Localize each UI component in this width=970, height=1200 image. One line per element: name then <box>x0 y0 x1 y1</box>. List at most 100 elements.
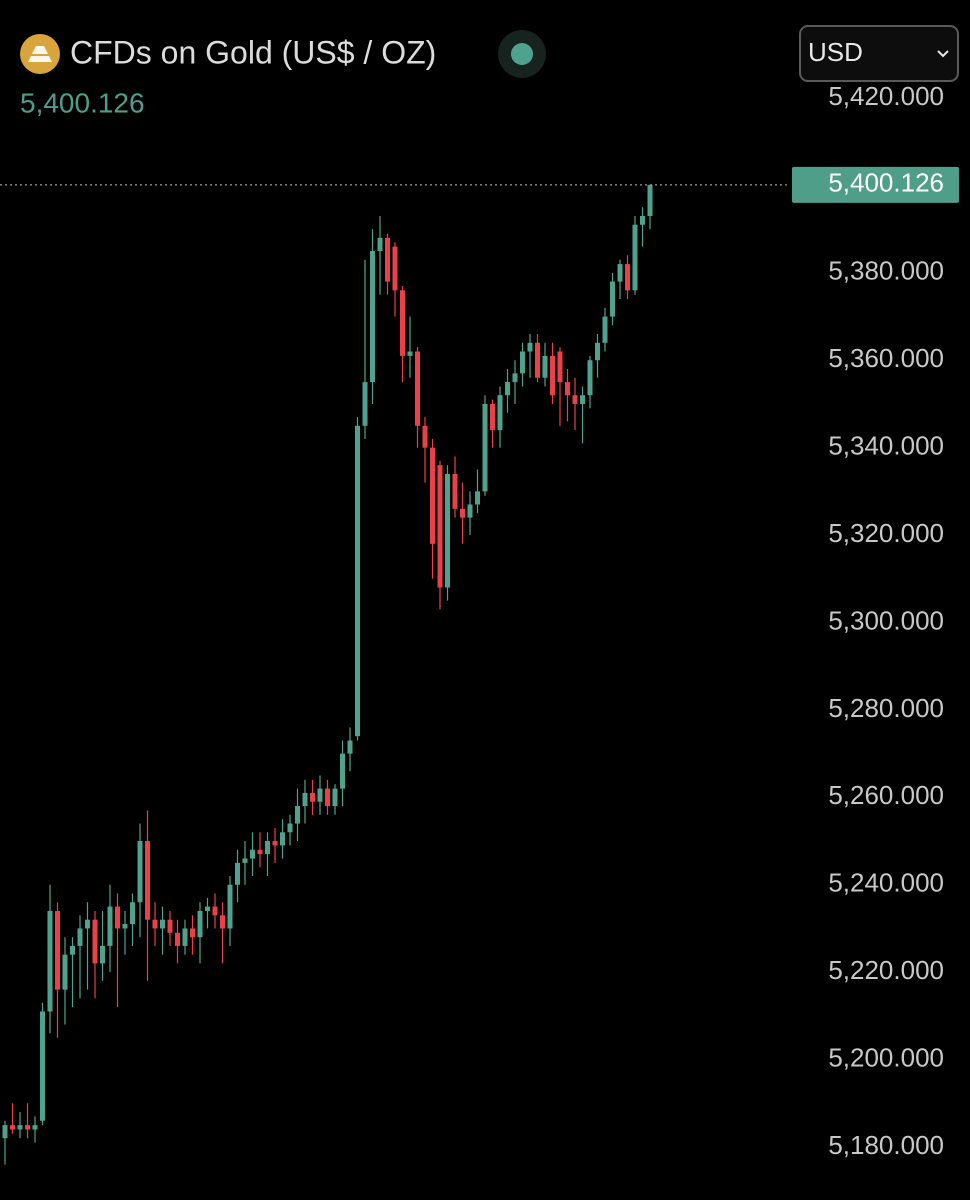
candle-body <box>535 342 540 378</box>
candle-body <box>617 264 623 282</box>
candle-body <box>137 841 143 903</box>
candle-body <box>370 250 375 383</box>
candle-body <box>385 237 390 282</box>
candle-body <box>287 823 293 833</box>
candle-body <box>160 919 165 929</box>
candle-body <box>235 862 240 885</box>
y-tick-label: 5,220.000 <box>828 955 944 985</box>
candle-body <box>265 841 270 855</box>
candle-body <box>250 849 255 859</box>
candle-body <box>377 237 383 251</box>
candle-body <box>92 919 98 964</box>
candle-body <box>460 508 465 518</box>
y-tick-label: 5,340.000 <box>828 431 944 461</box>
candle-body <box>505 382 510 396</box>
candle-body <box>490 403 495 431</box>
candle-body <box>557 351 563 383</box>
y-tick-label: 5,180.000 <box>828 1130 944 1160</box>
candle-body <box>17 1125 23 1130</box>
candle-body <box>415 351 420 426</box>
candle-body <box>632 224 638 291</box>
candle-body <box>227 884 233 929</box>
candle-body <box>512 373 518 383</box>
y-tick-label: 5,280.000 <box>828 693 944 723</box>
candle-body <box>355 425 360 737</box>
candle-body <box>182 928 188 946</box>
candle-body <box>100 945 105 964</box>
dropdown-box[interactable] <box>799 25 959 82</box>
candle-body <box>317 788 323 802</box>
candle-body <box>55 910 60 990</box>
candle-body <box>572 395 578 404</box>
candle-body <box>25 1125 30 1130</box>
candle-body <box>70 945 75 955</box>
candle-body <box>362 382 368 426</box>
candle-body <box>190 928 195 938</box>
candle-body <box>302 792 308 807</box>
candle-body <box>212 906 218 916</box>
candle-body <box>197 910 203 938</box>
candle-body <box>520 351 525 374</box>
candle-body <box>467 504 473 518</box>
candle-body <box>595 342 600 361</box>
plot-area: 5,180.000 5,200.000 5,220.000 5,240.000 5,26… <box>0 81 959 1165</box>
candle-body <box>602 316 608 343</box>
candle-body <box>257 849 263 855</box>
y-tick-label: 5,200.000 <box>828 1042 944 1072</box>
y-tick-label: 5,360.000 <box>828 343 944 373</box>
candle-body <box>332 788 338 807</box>
candle-body <box>400 290 405 356</box>
candle-body <box>647 184 653 217</box>
candle-body <box>32 1125 38 1130</box>
candle-body <box>430 447 435 544</box>
y-tick-label: 5,260.000 <box>828 780 944 810</box>
candle-body <box>482 403 488 492</box>
candle-body <box>407 351 413 356</box>
candle-body <box>167 919 173 933</box>
dropdown-chevron[interactable] <box>937 50 949 58</box>
y-tick-label: 5,240.000 <box>828 868 944 898</box>
header: CFDs on Gold (US$ / OZ) 5,400.126 <box>20 30 546 118</box>
current-price: 5,400.126 <box>20 87 145 118</box>
candle-body <box>580 395 585 404</box>
candle-body <box>325 788 330 807</box>
y-tick-label: 5,320.000 <box>828 518 944 548</box>
candle-body <box>175 932 180 946</box>
y-tick-label: 5,420.000 <box>828 81 944 111</box>
gold-logo-icon <box>28 46 52 62</box>
candle-body <box>310 792 315 802</box>
candle-body <box>437 465 443 588</box>
y-tick-label: 5,380.000 <box>828 256 944 286</box>
candle-body <box>40 1011 45 1121</box>
candle-body <box>625 264 630 291</box>
candle-body <box>220 915 225 929</box>
candle-body <box>107 906 113 946</box>
currency-dropdown[interactable]: USD <box>799 25 959 82</box>
candle-body <box>115 906 120 929</box>
candle-body <box>10 1125 15 1130</box>
candle-body <box>452 473 458 509</box>
chart-title: CFDs on Gold (US$ / OZ) <box>70 34 436 70</box>
candle-body <box>295 806 300 824</box>
candle-body <box>242 858 248 863</box>
candle-body <box>475 491 480 505</box>
candle-body <box>122 924 128 929</box>
candle-body <box>2 1125 8 1139</box>
candle-body <box>280 832 285 846</box>
y-tick-label: 5,300.000 <box>828 605 944 635</box>
candle-body <box>272 841 278 846</box>
last-price-label: 5,400.126 <box>828 168 944 198</box>
candle-body <box>62 954 68 990</box>
candle-body <box>392 246 398 291</box>
candle-body <box>85 919 90 929</box>
candle-body <box>340 753 345 789</box>
candle-body <box>347 740 353 754</box>
dropdown-label[interactable]: USD <box>808 37 863 67</box>
candle-body <box>527 342 533 352</box>
candle-body <box>497 395 503 431</box>
candle-body <box>77 928 83 946</box>
candle-body <box>130 902 135 925</box>
candle-body <box>610 281 615 317</box>
